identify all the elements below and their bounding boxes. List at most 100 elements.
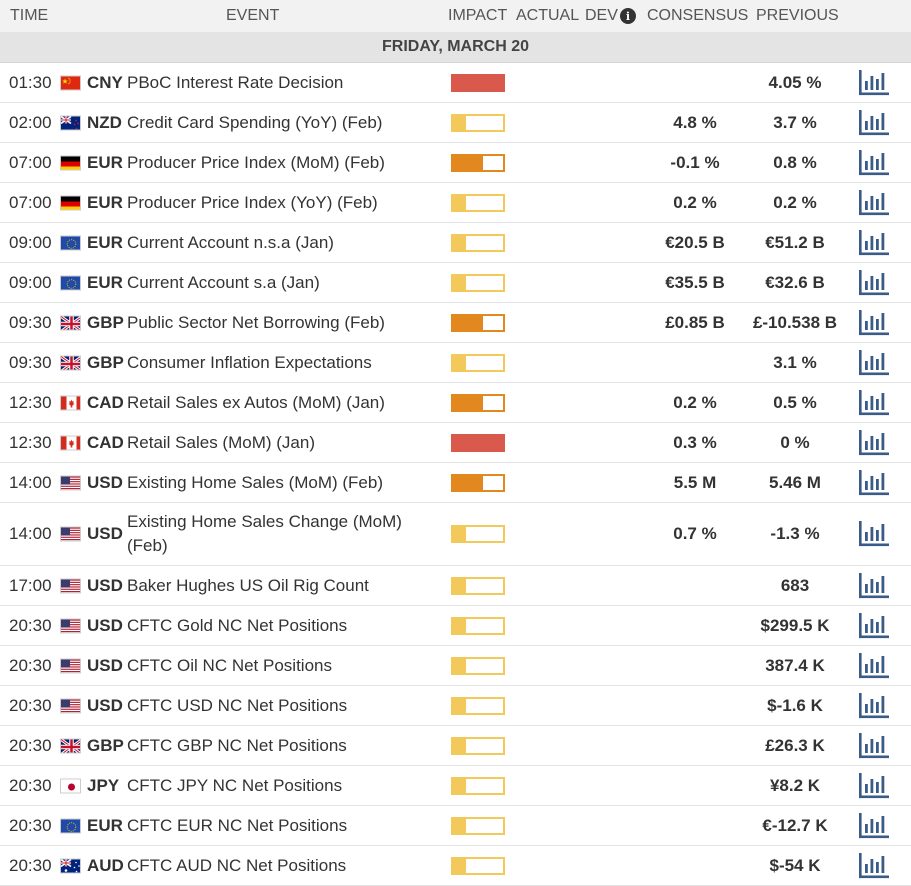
nz-flag-icon: [60, 115, 81, 130]
us-flag-icon: [60, 578, 81, 593]
event-name[interactable]: Current Account n.s.a (Jan): [127, 232, 334, 252]
event-name[interactable]: CFTC EUR NC Net Positions: [127, 815, 348, 835]
previous-value: ¥8.2 K: [769, 775, 821, 795]
table-row[interactable]: 17:00 USD Baker Hughes US Oil Rig Count 683: [0, 566, 911, 606]
chart-icon[interactable]: [857, 389, 891, 417]
table-row[interactable]: 20:30 JPY CFTC JPY NC Net Positions ¥8.2 K: [0, 766, 911, 806]
table-row[interactable]: 07:00 EUR Producer Price Index (MoM) (Feb)…: [0, 143, 911, 183]
event-name[interactable]: Producer Price Index (YoY) (Feb): [127, 192, 378, 212]
table-row[interactable]: 09:00 EUR Current Account n.s.a (Jan) €20.5…: [0, 223, 911, 263]
previous-value: 0.2 %: [773, 192, 817, 212]
header-impact[interactable]: IMPACT: [448, 7, 508, 24]
table-row[interactable]: 14:00 USD Existing Home Sales (MoM) (Feb) 5…: [0, 463, 911, 503]
event-name[interactable]: CFTC AUD NC Net Positions: [127, 855, 347, 875]
event-name[interactable]: Retail Sales (MoM) (Jan): [127, 432, 315, 452]
chart-icon[interactable]: [857, 189, 891, 217]
chart-icon[interactable]: [857, 69, 891, 97]
header-actual[interactable]: ACTUAL: [516, 7, 580, 24]
event-time: 20:30: [9, 855, 52, 875]
chart-icon[interactable]: [857, 349, 891, 377]
chart-icon[interactable]: [857, 772, 891, 800]
impact-bar: [451, 856, 505, 875]
header-event[interactable]: EVENT: [226, 7, 280, 24]
header-time[interactable]: TIME: [10, 7, 49, 24]
table-row[interactable]: 01:30 CNY PBoC Interest Rate Decision 4.05 …: [0, 63, 911, 103]
impact-bar: [451, 616, 505, 635]
us-flag-icon: [60, 526, 81, 542]
table-row[interactable]: 20:30 GBP CFTC GBP NC Net Positions £26.3 K: [0, 726, 911, 766]
table-row[interactable]: 20:30 USD CFTC Oil NC Net Positions 387.4 K: [0, 646, 911, 686]
impact-bar: [451, 656, 505, 675]
date-header: FRIDAY, MARCH 20: [0, 32, 911, 63]
table-row[interactable]: 12:30 CAD Retail Sales ex Autos (MoM) (Jan…: [0, 383, 911, 423]
chart-icon[interactable]: [857, 520, 891, 548]
impact-bar: [451, 736, 505, 755]
table-row[interactable]: 02:00 NZD Credit Card Spending (YoY) (Feb)…: [0, 103, 911, 143]
chart-icon[interactable]: [857, 269, 891, 297]
eu-flag-icon: [60, 275, 81, 290]
header-dev[interactable]: DEV: [585, 7, 618, 24]
info-icon[interactable]: i: [620, 8, 636, 24]
currency-code: USD: [87, 575, 123, 595]
chart-icon[interactable]: [857, 852, 891, 880]
event-time: 09:30: [9, 352, 52, 372]
event-time: 09:00: [9, 232, 52, 252]
event-name[interactable]: CFTC Oil NC Net Positions: [127, 655, 332, 675]
jp-flag-icon: [60, 778, 81, 793]
chart-icon[interactable]: [857, 109, 891, 137]
event-name[interactable]: Consumer Inflation Expectations: [127, 352, 372, 372]
event-name[interactable]: CFTC Gold NC Net Positions: [127, 615, 348, 635]
chart-icon[interactable]: [857, 309, 891, 337]
chart-icon[interactable]: [857, 692, 891, 720]
table-row[interactable]: 07:00 EUR Producer Price Index (YoY) (Feb)…: [0, 183, 911, 223]
table-row[interactable]: 09:00 EUR Current Account s.a (Jan) €35.5 B…: [0, 263, 911, 303]
table-row[interactable]: 20:30 EUR CFTC EUR NC Net Positions €-12.7 …: [0, 806, 911, 846]
header-previous[interactable]: PREVIOUS: [756, 7, 839, 24]
consensus-value: €35.5 B: [665, 272, 725, 292]
header-consensus[interactable]: CONSENSUS: [647, 7, 749, 24]
chart-icon[interactable]: [857, 229, 891, 257]
table-row[interactable]: 20:30 USD CFTC Gold NC Net Positions $299.5…: [0, 606, 911, 646]
event-name[interactable]: CFTC JPY NC Net Positions: [127, 775, 343, 795]
previous-value: 0.5 %: [773, 392, 817, 412]
event-name[interactable]: Credit Card Spending (YoY) (Feb): [127, 112, 383, 132]
previous-value: £-10.538 B: [752, 312, 838, 332]
event-name[interactable]: PBoC Interest Rate Decision: [127, 72, 344, 92]
event-name[interactable]: CFTC GBP NC Net Positions: [127, 735, 347, 755]
table-row[interactable]: 20:30 USD CFTC USD NC Net Positions $-1.6 K: [0, 686, 911, 726]
chart-icon[interactable]: [857, 469, 891, 497]
impact-bar: [451, 193, 505, 212]
consensus-value: £0.85 B: [665, 312, 725, 332]
table-row[interactable]: 20:30 AUD CFTC AUD NC Net Positions $-54 K: [0, 846, 911, 886]
consensus-value: 0.2 %: [673, 392, 717, 412]
event-time: 07:00: [9, 192, 52, 212]
ca-flag-icon: [60, 435, 81, 450]
event-time: 14:00: [9, 524, 52, 543]
impact-bar: [451, 313, 505, 332]
table-row[interactable]: 09:30 GBP Public Sector Net Borrowing (Feb…: [0, 303, 911, 343]
chart-icon[interactable]: [857, 149, 891, 177]
event-name[interactable]: CFTC USD NC Net Positions: [127, 695, 348, 715]
chart-icon[interactable]: [857, 429, 891, 457]
event-name[interactable]: Existing Home Sales (MoM) (Feb): [127, 472, 384, 492]
chart-icon[interactable]: [857, 572, 891, 600]
chart-icon[interactable]: [857, 612, 891, 640]
currency-code: USD: [87, 472, 123, 492]
event-name[interactable]: Current Account s.a (Jan): [127, 272, 320, 292]
table-row[interactable]: 09:30 GBP Consumer Inflation Expectations 3…: [0, 343, 911, 383]
event-name[interactable]: Public Sector Net Borrowing (Feb): [127, 312, 385, 332]
event-name[interactable]: Retail Sales ex Autos (MoM) (Jan): [127, 392, 385, 412]
event-name[interactable]: Baker Hughes US Oil Rig Count: [127, 575, 369, 595]
chart-icon[interactable]: [857, 652, 891, 680]
currency-code: CNY: [87, 72, 123, 92]
eu-flag-icon: [60, 818, 81, 833]
event-name[interactable]: Producer Price Index (MoM) (Feb): [127, 152, 385, 172]
impact-bar: [451, 776, 505, 795]
table-row[interactable]: 14:00 USD Existing Home Sales Change (MoM)…: [0, 503, 911, 566]
currency-code: USD: [87, 524, 123, 543]
previous-value: €-12.7 K: [762, 815, 828, 835]
chart-icon[interactable]: [857, 732, 891, 760]
chart-icon[interactable]: [857, 812, 891, 840]
table-row[interactable]: 12:30 CAD Retail Sales (MoM) (Jan) 0.3 % 0 %: [0, 423, 911, 463]
event-name[interactable]: Existing Home Sales Change (MoM) (Feb): [127, 512, 402, 555]
